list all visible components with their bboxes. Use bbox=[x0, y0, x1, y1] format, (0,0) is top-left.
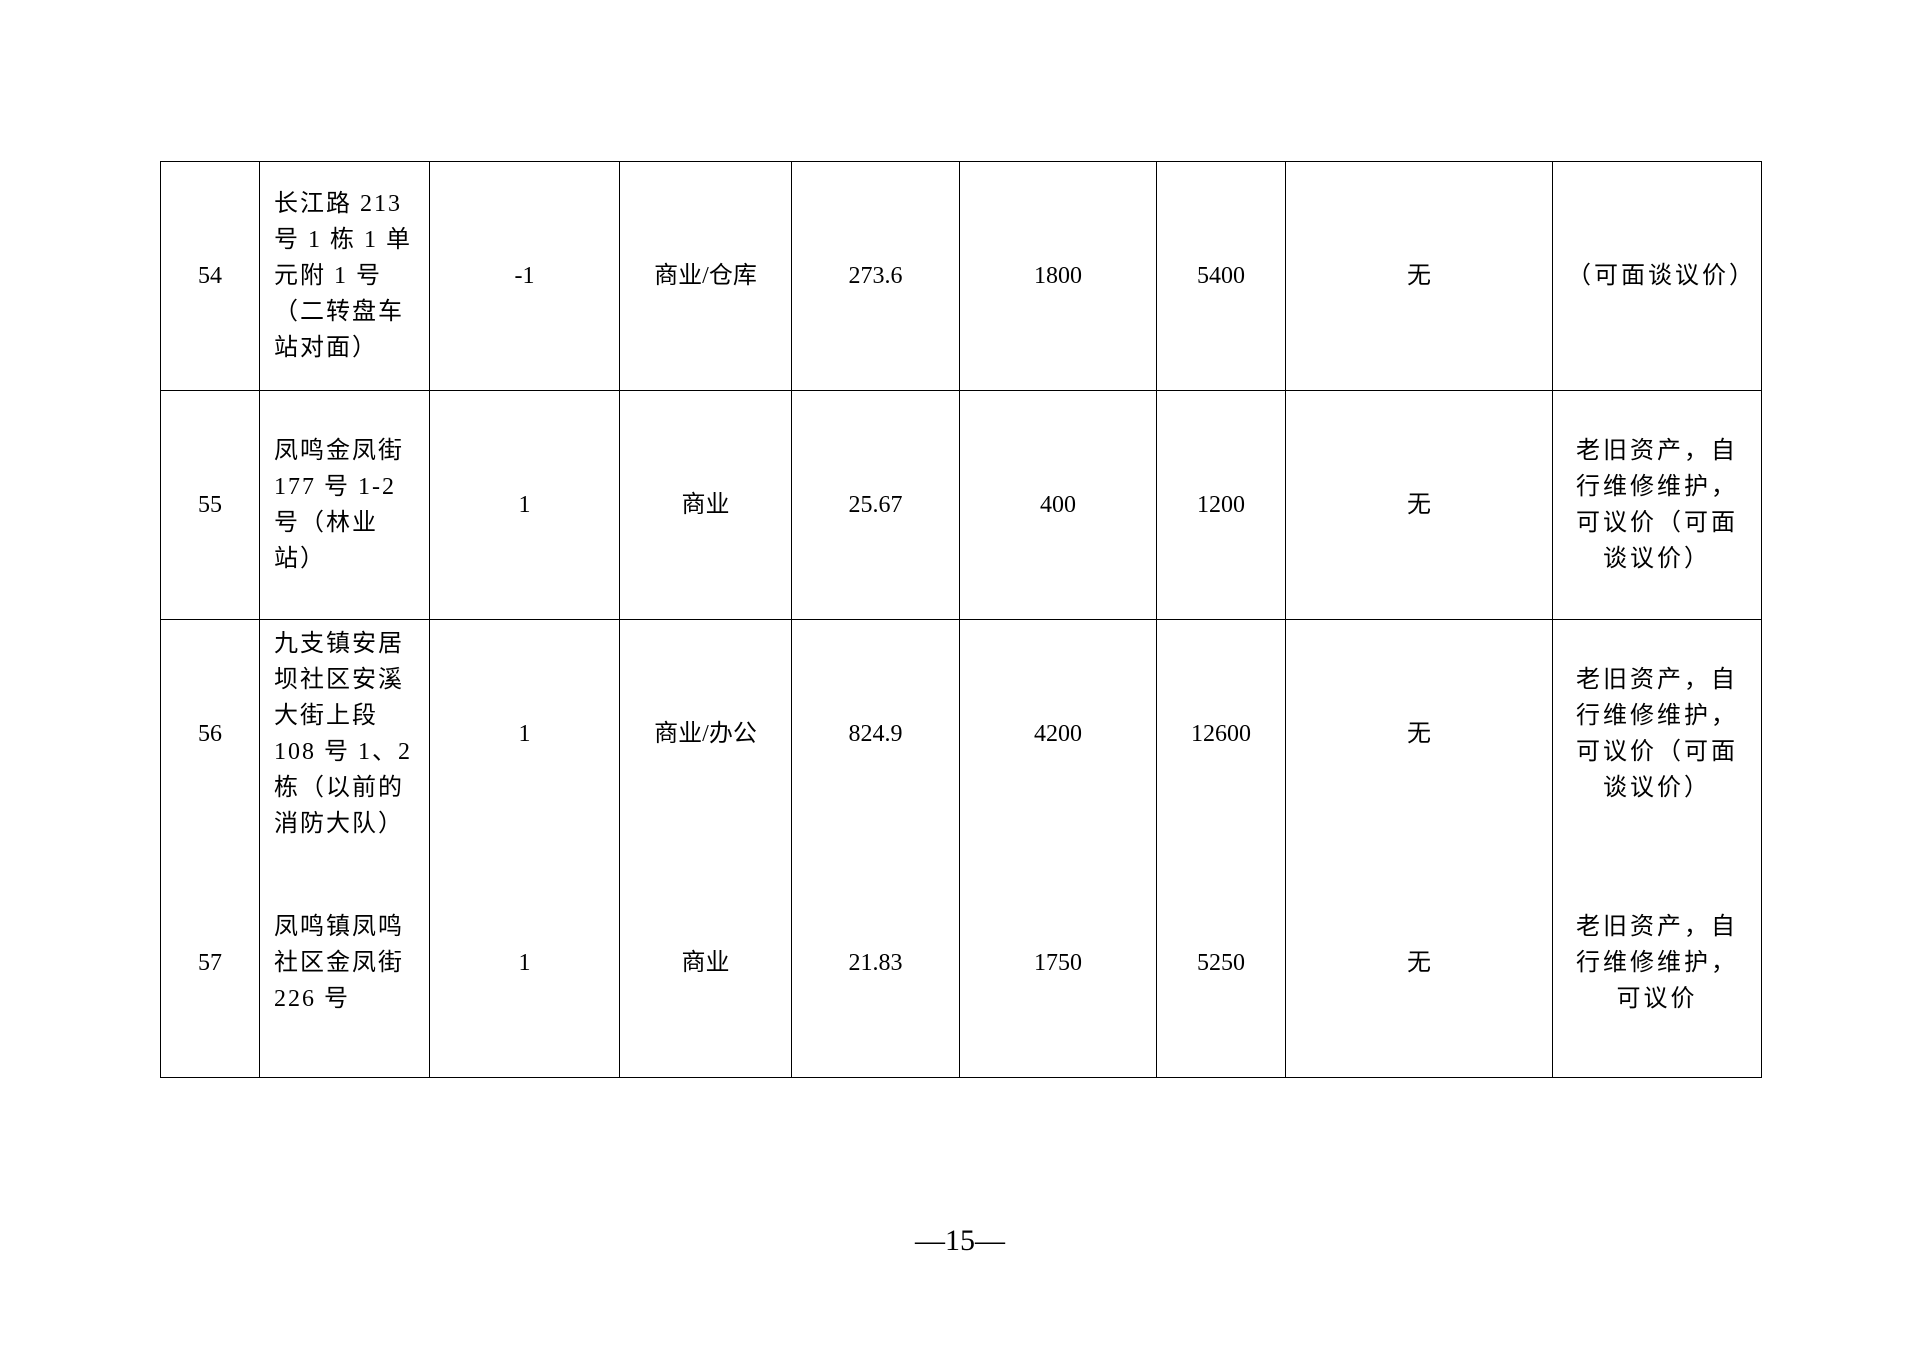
quarterly-rent-cell: 1200 bbox=[1156, 390, 1286, 620]
note-cell: 老旧资产，自行维修维护，可议价 bbox=[1552, 848, 1762, 1078]
floor-cell: 1 bbox=[429, 619, 620, 849]
address-cell: 凤鸣金凤街 177 号 1-2 号（林业站） bbox=[259, 390, 430, 620]
use-cell: 商业/仓库 bbox=[619, 161, 792, 391]
monthly-rent-cell: 400 bbox=[959, 390, 1157, 620]
other-cell: 无 bbox=[1285, 848, 1553, 1078]
other-cell: 无 bbox=[1285, 161, 1553, 391]
note-cell: 老旧资产，自行维修维护，可议价（可面谈议价） bbox=[1552, 390, 1762, 620]
note-cell: （可面谈议价） bbox=[1552, 161, 1762, 391]
row-number: 56 bbox=[160, 619, 260, 849]
other-cell: 无 bbox=[1285, 619, 1553, 849]
area-cell: 273.6 bbox=[791, 161, 960, 391]
quarterly-rent-cell: 12600 bbox=[1156, 619, 1286, 849]
use-cell: 商业/办公 bbox=[619, 619, 792, 849]
asset-table: 54 长江路 213 号 1 栋 1 单元附 1 号（二转盘车站对面） -1 商业/仓… bbox=[160, 161, 1762, 1078]
monthly-rent-cell: 4200 bbox=[959, 619, 1157, 849]
row-number: 54 bbox=[160, 161, 260, 391]
floor-cell: 1 bbox=[429, 390, 620, 620]
row-number: 55 bbox=[160, 390, 260, 620]
address-cell: 九支镇安居坝社区安溪大街上段 108 号 1、2 栋（以前的消防大队） bbox=[259, 619, 430, 849]
address-cell: 凤鸣镇凤鸣社区金凤街 226 号 bbox=[259, 848, 430, 1078]
area-cell: 824.9 bbox=[791, 619, 960, 849]
row-number: 57 bbox=[160, 848, 260, 1078]
monthly-rent-cell: 1750 bbox=[959, 848, 1157, 1078]
area-cell: 25.67 bbox=[791, 390, 960, 620]
note-cell: 老旧资产，自行维修维护，可议价（可面谈议价） bbox=[1552, 619, 1762, 849]
quarterly-rent-cell: 5250 bbox=[1156, 848, 1286, 1078]
page-number: —15— bbox=[915, 1224, 1005, 1257]
use-cell: 商业 bbox=[619, 390, 792, 620]
area-cell: 21.83 bbox=[791, 848, 960, 1078]
use-cell: 商业 bbox=[619, 848, 792, 1078]
monthly-rent-cell: 1800 bbox=[959, 161, 1157, 391]
quarterly-rent-cell: 5400 bbox=[1156, 161, 1286, 391]
table-row: 55 凤鸣金凤街 177 号 1-2 号（林业站） 1 商业 25.67 400 1200 无… bbox=[160, 390, 1762, 620]
other-cell: 无 bbox=[1285, 390, 1553, 620]
table-row: 54 长江路 213 号 1 栋 1 单元附 1 号（二转盘车站对面） -1 商业/仓… bbox=[160, 161, 1762, 391]
table-row: 57 凤鸣镇凤鸣社区金凤街 226 号 1 商业 21.83 1750 5250 无老旧资产，… bbox=[160, 848, 1762, 1078]
address-cell: 长江路 213 号 1 栋 1 单元附 1 号（二转盘车站对面） bbox=[259, 161, 430, 391]
floor-cell: -1 bbox=[429, 161, 620, 391]
table-row: 56 九支镇安居坝社区安溪大街上段 108 号 1、2 栋（以前的消防大队） 1 商业… bbox=[160, 619, 1762, 849]
floor-cell: 1 bbox=[429, 848, 620, 1078]
